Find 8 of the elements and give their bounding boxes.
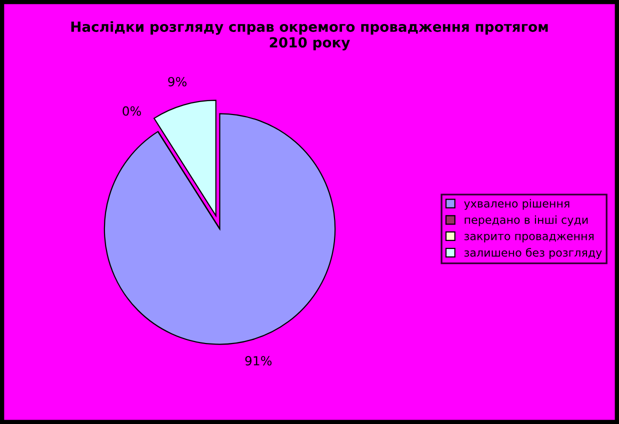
chart-title: Наслідки розгляду справ окремого провадження протягом 2010 року bbox=[71, 21, 548, 50]
legend-label: залишено без розгляду bbox=[464, 248, 602, 259]
data-label: 91% bbox=[245, 356, 272, 366]
legend-label: ухвалено рішення bbox=[464, 199, 570, 210]
legend-label: закрито провадження bbox=[464, 234, 594, 242]
data-label: 9% bbox=[168, 76, 186, 86]
text: 0% bbox=[122, 106, 141, 116]
legend-label: передано в інші суди bbox=[464, 215, 588, 226]
